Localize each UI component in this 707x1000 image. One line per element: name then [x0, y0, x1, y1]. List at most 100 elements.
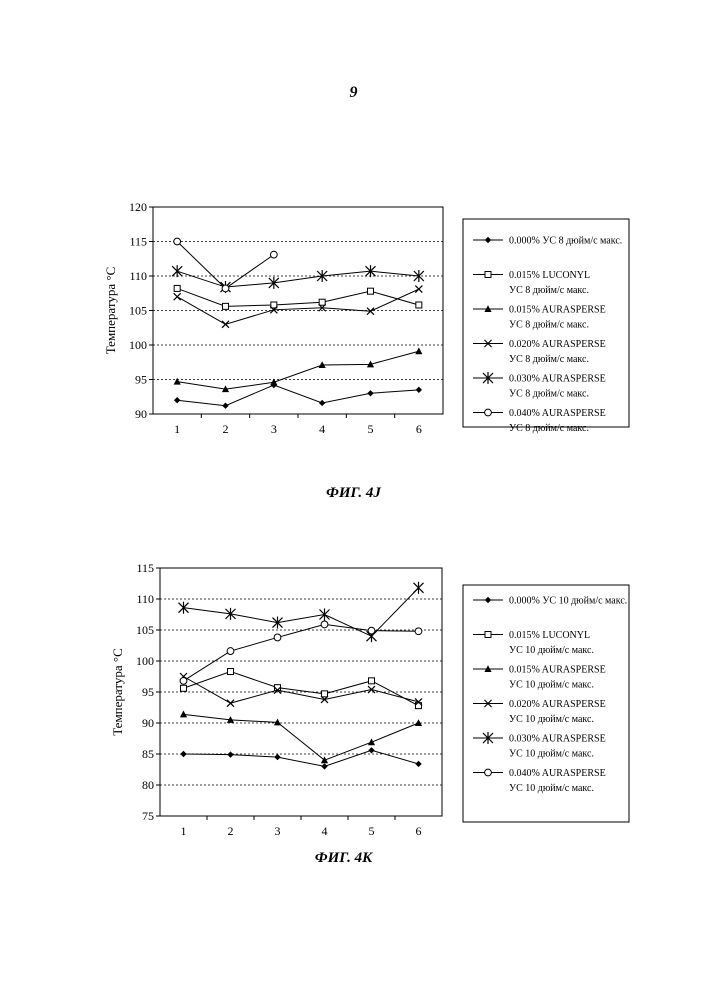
legend-entry: 0.020% AURASPERSE УС 10 дюйм/с макс.	[473, 699, 606, 725]
series-line	[183, 623, 419, 682]
x-tick-label: 4	[322, 824, 328, 838]
legend-marker-x	[484, 699, 492, 708]
y-tick-label: 115	[136, 561, 154, 575]
legend: 0.000% УС 10 дюйм/с макс. 0.015% LUCONYL У…	[462, 584, 630, 823]
y-tick-label: 75	[142, 809, 154, 823]
series-diamond	[180, 747, 422, 770]
data-point-asterisk	[365, 265, 376, 278]
series-line	[183, 713, 419, 761]
legend-marker-square	[484, 631, 492, 638]
legend-entry: 0.030% AURASPERSE УС 8 дюйм/с макс.	[473, 372, 606, 400]
data-point-diamond	[321, 763, 328, 770]
series-line	[183, 587, 419, 637]
data-point-x	[221, 320, 230, 329]
gridlines	[160, 598, 442, 786]
legend-label: 0.000% УС 10 дюйм/с макс.	[509, 596, 627, 607]
series-line	[177, 384, 419, 407]
legend-entry: 0.015% AURASPERSE УС 8 дюйм/с макс.	[473, 305, 606, 331]
y-tick-label: 105	[136, 623, 154, 637]
y-axis-label: Температура °C	[103, 267, 118, 355]
y-tick-label: 85	[142, 747, 154, 761]
data-point-triangle	[366, 360, 375, 368]
x-tick-label: 1	[181, 824, 187, 838]
data-point-circle	[414, 627, 423, 636]
series-square	[173, 284, 423, 310]
data-point-asterisk	[413, 581, 424, 594]
legend-label: 0.015% LUCONYL	[509, 630, 590, 641]
data-point-asterisk	[319, 608, 330, 621]
legend-label: 0.030% AURASPERSE	[509, 734, 606, 745]
legend-marker-circle	[484, 768, 492, 777]
x-tick-label: 3	[275, 824, 281, 838]
data-point-x	[320, 695, 329, 704]
data-point-circle	[226, 647, 235, 655]
data-point-square	[415, 301, 423, 309]
data-point-x	[367, 685, 376, 694]
figure-caption-4k: ФИГ. 4K	[314, 850, 373, 866]
series-x	[173, 285, 423, 329]
y-tick-label: 80	[142, 778, 154, 792]
x-tick-label: 3	[271, 422, 277, 436]
data-point-diamond	[180, 750, 187, 758]
data-point-square	[318, 298, 326, 306]
legend-marker-diamond	[484, 596, 492, 604]
data-point-triangle	[221, 385, 230, 393]
data-point-diamond	[367, 390, 374, 397]
legend-box	[462, 218, 630, 428]
legend-entry: 0.000% УС 10 дюйм/с макс.	[473, 596, 627, 607]
gridlines	[153, 241, 443, 380]
data-point-diamond	[318, 399, 326, 407]
legend-entry: 0.040% AURASPERSE УС 8 дюйм/с макс.	[473, 408, 606, 434]
legend-label: УС 8 дюйм/с макс.	[509, 354, 589, 365]
legend-label: 0.000% УС 8 дюйм/с макс.	[509, 236, 622, 247]
data-point-x	[269, 305, 278, 314]
legend-label: УС 10 дюйм/с макс.	[509, 714, 594, 725]
page-number: 9	[349, 84, 358, 101]
data-point-square	[367, 287, 374, 295]
data-point-x	[173, 292, 182, 301]
series-line	[177, 270, 419, 288]
legend-entry: 0.015% LUCONYL УС 10 дюйм/с макс.	[473, 630, 594, 656]
data-point-asterisk	[178, 601, 189, 614]
data-point-square	[180, 684, 187, 692]
y-tick-label: 90	[142, 716, 154, 730]
data-point-x	[414, 697, 423, 706]
data-point-diamond	[415, 760, 422, 768]
legend-label: 0.015% AURASPERSE	[509, 305, 606, 316]
chart-4k: 75 80 85 90 95 100 105 110 115 1 2 3 4 5 6 Температура …	[110, 561, 630, 838]
series-asterisk	[178, 581, 424, 643]
x-tick-label: 5	[368, 422, 374, 436]
data-point-diamond	[227, 751, 234, 758]
legend-label: 0.020% AURASPERSE	[509, 339, 606, 350]
y-axis-label: Температура °C	[110, 648, 125, 736]
legend-label: УС 10 дюйм/с макс.	[509, 749, 594, 760]
data-point-square	[173, 284, 181, 292]
x-axis: 1 2 3 4 5 6	[181, 816, 422, 838]
y-axis: 75 80 85 90 95 100 105 110 115	[136, 561, 160, 823]
data-point-triangle	[270, 378, 278, 386]
legend-label: УС 8 дюйм/с макс.	[509, 320, 589, 331]
y-tick-label: 120	[129, 200, 147, 214]
legend: 0.000% УС 8 дюйм/с макс. 0.015% LUCONYL УС…	[462, 218, 630, 434]
x-tick-label: 5	[369, 824, 375, 838]
data-point-square	[368, 677, 375, 685]
data-point-asterisk	[413, 270, 425, 282]
legend-marker-asterisk	[482, 732, 494, 744]
series-square	[180, 668, 422, 710]
y-tick-label: 110	[129, 269, 147, 283]
series-circle	[179, 620, 423, 685]
data-point-triangle	[179, 710, 188, 718]
y-tick-label: 100	[129, 338, 147, 352]
legend-entry: 0.015% AURASPERSE УС 10 дюйм/с макс.	[473, 665, 606, 691]
figure-caption-4j: ФИГ. 4J	[326, 485, 381, 501]
data-point-triangle	[414, 719, 423, 726]
data-point-square	[222, 302, 229, 310]
legend-entry: 0.030% AURASPERSE УС 10 дюйм/с макс.	[473, 732, 606, 760]
chart-4j: 90 95 100 105 110 115 120 1 2 3 4 5 6 Температура °C 0…	[103, 200, 630, 436]
x-tick-label: 4	[319, 422, 325, 436]
legend-marker-triangle	[484, 305, 492, 312]
data-point-x	[414, 285, 423, 294]
legend-marker-square	[484, 271, 492, 278]
series-line	[177, 350, 419, 390]
series-triangle	[179, 710, 423, 764]
